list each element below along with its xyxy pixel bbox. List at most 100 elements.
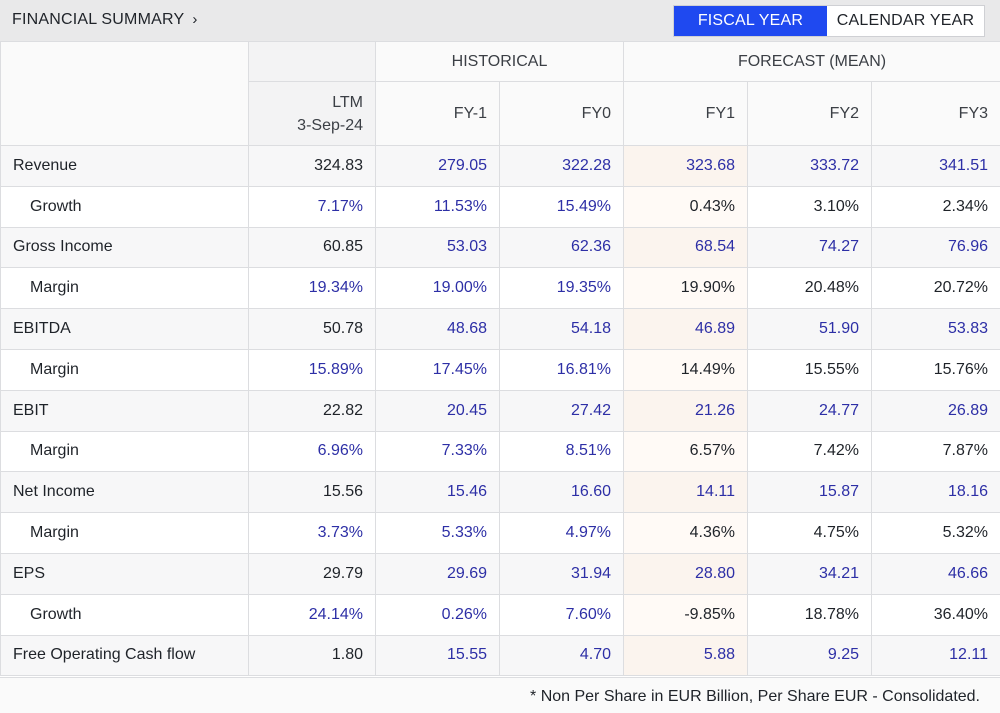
cell-fy2[interactable]: 51.90	[747, 308, 873, 350]
table-row-ebit: EBIT 22.82 20.45 27.42 21.26 24.77 26.89	[0, 389, 1000, 432]
cell-fy3[interactable]: 18.16	[871, 471, 1000, 514]
cell-fy3[interactable]: 46.66	[871, 552, 1000, 595]
ltm-value: 15.56	[248, 471, 376, 514]
cell-fy0[interactable]: 19.35%	[498, 267, 625, 310]
ltm-value: 22.82	[248, 389, 376, 432]
table-row-gross-income: Gross Income 60.85 53.03 62.36 68.54 74.…	[0, 226, 1000, 269]
fiscal-year-button[interactable]: FISCAL YEAR	[674, 6, 827, 36]
ltm-value[interactable]: 19.34%	[248, 267, 376, 310]
cell-fy0[interactable]: 54.18	[498, 308, 625, 350]
cell-fy-1[interactable]: 15.46	[375, 471, 500, 514]
table-row-ebit-margin: Margin 6.96% 7.33% 8.51% 6.57% 7.42% 7.8…	[0, 430, 1000, 473]
calendar-year-button[interactable]: CALENDAR YEAR	[827, 6, 984, 36]
cell-fy3[interactable]: 20.72%	[871, 267, 1000, 310]
financial-summary-link[interactable]: FINANCIAL SUMMARY ›	[12, 11, 198, 29]
cell-fy2[interactable]: 7.42%	[747, 430, 873, 473]
cell-fy1[interactable]: 68.54	[623, 226, 749, 269]
cell-fy1[interactable]: 21.26	[623, 389, 749, 432]
cell-fy3[interactable]: 341.51	[871, 145, 1000, 187]
ltm-column-header: LTM 3-Sep-24	[248, 81, 376, 146]
period-header-fy-1: FY-1	[375, 81, 500, 146]
table-row-net-margin: Margin 3.73% 5.33% 4.97% 4.36% 4.75% 5.3…	[0, 512, 1000, 554]
cell-fy3: 36.40%	[871, 593, 1000, 636]
cell-fy-1[interactable]: 17.45%	[375, 348, 500, 391]
cell-fy-1[interactable]: 19.00%	[375, 267, 500, 310]
ltm-value[interactable]: 24.14%	[248, 593, 376, 636]
cell-fy3[interactable]: 76.96	[871, 226, 1000, 269]
cell-fy2: 18.78%	[747, 593, 873, 636]
cell-fy2[interactable]: 74.27	[747, 226, 873, 269]
cell-fy1[interactable]: 4.36%	[623, 512, 749, 554]
cell-fy2[interactable]: 34.21	[747, 552, 873, 595]
cell-fy1[interactable]: 5.88	[623, 634, 749, 677]
cell-fy-1[interactable]: 48.68	[375, 308, 500, 350]
period-header-fy0: FY0	[498, 81, 625, 146]
table-row-eps: EPS 29.79 29.69 31.94 28.80 34.21 46.66	[0, 552, 1000, 595]
cell-fy1[interactable]: 323.68	[623, 145, 749, 187]
cell-fy-1[interactable]: 5.33%	[375, 512, 500, 554]
cell-fy0[interactable]: 31.94	[498, 552, 625, 595]
table-row-net-income: Net Income 15.56 15.46 16.60 14.11 15.87…	[0, 471, 1000, 514]
cell-fy0[interactable]: 16.81%	[498, 348, 625, 391]
cell-fy3[interactable]: 15.76%	[871, 348, 1000, 391]
cell-fy2[interactable]: 24.77	[747, 389, 873, 432]
cell-fy2[interactable]: 4.75%	[747, 512, 873, 554]
row-label: Growth	[0, 185, 249, 228]
ltm-date: 3-Sep-24	[297, 116, 363, 134]
row-label: Revenue	[0, 145, 249, 187]
cell-fy1: 0.43%	[623, 185, 749, 228]
cell-fy-1[interactable]: 11.53%	[375, 185, 500, 228]
table-row-ebitda-margin: Margin 15.89% 17.45% 16.81% 14.49% 15.55…	[0, 348, 1000, 391]
cell-fy-1[interactable]: 0.26%	[375, 593, 500, 636]
cell-fy2: 3.10%	[747, 185, 873, 228]
row-label-header	[0, 41, 249, 146]
cell-fy0[interactable]: 62.36	[498, 226, 625, 269]
ltm-group-header	[248, 41, 376, 82]
row-label: Gross Income	[0, 226, 249, 269]
ltm-value[interactable]: 7.17%	[248, 185, 376, 228]
cell-fy2[interactable]: 15.87	[747, 471, 873, 514]
table-row-revenue-growth: Growth 7.17% 11.53% 15.49% 0.43% 3.10% 2…	[0, 185, 1000, 228]
cell-fy2[interactable]: 20.48%	[747, 267, 873, 310]
ltm-value: 29.79	[248, 552, 376, 595]
row-label: Free Operating Cash flow	[0, 634, 249, 677]
cell-fy1[interactable]: 6.57%	[623, 430, 749, 473]
cell-fy3[interactable]: 12.11	[871, 634, 1000, 677]
cell-fy0[interactable]: 4.70	[498, 634, 625, 677]
cell-fy1[interactable]: 46.89	[623, 308, 749, 350]
ltm-value[interactable]: 3.73%	[248, 512, 376, 554]
cell-fy-1[interactable]: 53.03	[375, 226, 500, 269]
cell-fy2[interactable]: 15.55%	[747, 348, 873, 391]
cell-fy-1[interactable]: 279.05	[375, 145, 500, 187]
cell-fy2[interactable]: 9.25	[747, 634, 873, 677]
chevron-right-icon: ›	[192, 11, 198, 28]
cell-fy2[interactable]: 333.72	[747, 145, 873, 187]
cell-fy1[interactable]: 14.49%	[623, 348, 749, 391]
ltm-value[interactable]: 6.96%	[248, 430, 376, 473]
cell-fy0[interactable]: 7.60%	[498, 593, 625, 636]
row-label: EBITDA	[0, 308, 249, 350]
row-label: Growth	[0, 593, 249, 636]
cell-fy1[interactable]: 19.90%	[623, 267, 749, 310]
cell-fy1[interactable]: 28.80	[623, 552, 749, 595]
cell-fy0[interactable]: 27.42	[498, 389, 625, 432]
cell-fy0[interactable]: 8.51%	[498, 430, 625, 473]
cell-fy-1[interactable]: 7.33%	[375, 430, 500, 473]
row-label: Margin	[0, 512, 249, 554]
ltm-value: 1.80	[248, 634, 376, 677]
cell-fy0[interactable]: 15.49%	[498, 185, 625, 228]
cell-fy3[interactable]: 5.32%	[871, 512, 1000, 554]
cell-fy0[interactable]: 322.28	[498, 145, 625, 187]
ltm-value: 60.85	[248, 226, 376, 269]
cell-fy-1[interactable]: 15.55	[375, 634, 500, 677]
cell-fy-1[interactable]: 29.69	[375, 552, 500, 595]
cell-fy3[interactable]: 7.87%	[871, 430, 1000, 473]
cell-fy3[interactable]: 26.89	[871, 389, 1000, 432]
cell-fy3[interactable]: 53.83	[871, 308, 1000, 350]
ltm-value[interactable]: 15.89%	[248, 348, 376, 391]
cell-fy0[interactable]: 16.60	[498, 471, 625, 514]
financial-summary-table: HISTORICAL FORECAST (MEAN) LTM 3-Sep-24 F…	[0, 41, 1000, 677]
cell-fy1[interactable]: 14.11	[623, 471, 749, 514]
cell-fy-1[interactable]: 20.45	[375, 389, 500, 432]
cell-fy0[interactable]: 4.97%	[498, 512, 625, 554]
